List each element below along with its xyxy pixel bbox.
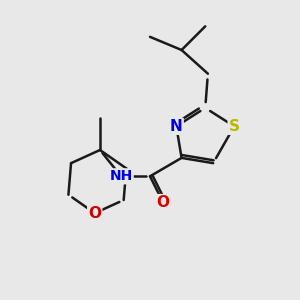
Text: O: O xyxy=(88,206,101,221)
Text: N: N xyxy=(170,119,183,134)
Text: NH: NH xyxy=(110,169,133,183)
Text: O: O xyxy=(157,195,170,210)
Text: S: S xyxy=(229,119,240,134)
